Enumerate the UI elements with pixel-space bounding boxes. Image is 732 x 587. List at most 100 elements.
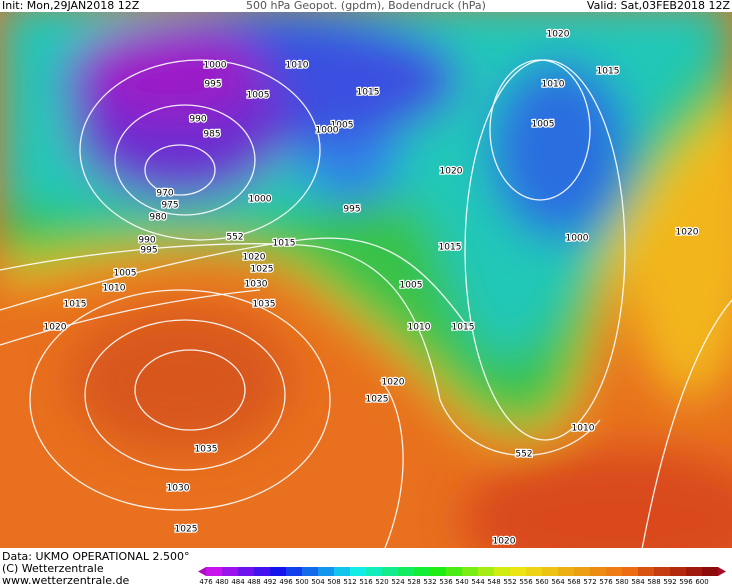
colorbar-label: 504	[311, 578, 325, 586]
colorbar-swatch	[638, 567, 655, 576]
colorbar-swatch	[670, 567, 687, 576]
colorbar-swatch	[270, 567, 287, 576]
isobar-label: 1005	[400, 281, 423, 291]
isobar-label: 975	[161, 201, 178, 211]
isobar-label: 1025	[366, 395, 389, 405]
colorbar-swatch	[702, 567, 719, 576]
colorbar-label: 576	[599, 578, 613, 586]
isobar-label: 1000	[316, 126, 339, 136]
isobar-label: 995	[204, 80, 221, 90]
colorbar-swatch	[622, 567, 639, 576]
height-label: 552	[226, 233, 243, 243]
colorbar: 476 480 484 488 492 496 500 504 508 512 516 520 524 5…	[198, 567, 726, 586]
isobar-label: 985	[203, 130, 220, 140]
colorbar-label: 496	[279, 578, 293, 586]
isobar-label: 1030	[167, 484, 190, 494]
height-label: 552	[515, 450, 532, 460]
isobar-label: 995	[343, 205, 360, 215]
isobar-label: 1005	[532, 120, 555, 130]
isobar-label: 1025	[251, 265, 274, 275]
colorbar-label: 516	[359, 578, 373, 586]
isobar-label: 1035	[195, 445, 218, 455]
isobar-label: 1010	[542, 80, 565, 90]
isobar-label: 1020	[547, 30, 570, 40]
isobar-label: 1020	[676, 228, 699, 238]
colorbar-swatch	[222, 567, 239, 576]
colorbar-label: 512	[343, 578, 356, 586]
colorbar-label: 488	[247, 578, 260, 586]
colorbar-arrow-right	[718, 567, 726, 576]
isobar-label: 1020	[440, 167, 463, 177]
valid-time: Valid: Sat,03FEB2018 12Z	[587, 0, 731, 12]
colorbar-swatch	[414, 567, 431, 576]
colorbar-label: 524	[391, 578, 405, 586]
colorbar-label: 588	[647, 578, 660, 586]
colorbar-label: 492	[263, 578, 276, 586]
isobar-label: 990	[189, 115, 206, 125]
colorbar-swatch	[302, 567, 319, 576]
colorbar-label: 544	[471, 578, 485, 586]
isobar-label: 1035	[253, 300, 276, 310]
colorbar-swatch	[654, 567, 671, 576]
colorbar-label: 528	[407, 578, 420, 586]
isobar-label: 970	[156, 189, 173, 199]
colorbar-swatch	[462, 567, 479, 576]
colorbar-label: 572	[583, 578, 596, 586]
colorbar-swatch	[494, 567, 511, 576]
isobar-label: 1030	[245, 280, 268, 290]
isobar-label: 1015	[64, 300, 87, 310]
isobars	[0, 59, 732, 548]
isobar-label: 990	[138, 236, 155, 246]
isobar-label: 980	[149, 213, 166, 223]
colorbar-label: 536	[439, 578, 453, 586]
colorbar-swatch	[206, 567, 223, 576]
copyright: (C) Wetterzentrale	[2, 562, 104, 575]
isobar-label: 1015	[597, 67, 620, 77]
colorbar-swatch	[478, 567, 495, 576]
map-title: 500 hPa Geopot. (gpdm), Bodendruck (hPa)	[246, 0, 486, 12]
colorbar-label: 592	[663, 578, 676, 586]
colorbar-label: 560	[535, 578, 548, 586]
colorbar-swatch	[366, 567, 383, 576]
colorbar-swatch	[526, 567, 543, 576]
isobar-label: 1000	[249, 195, 272, 205]
colorbar-label: 556	[519, 578, 533, 586]
colorbar-label: 584	[631, 578, 645, 586]
isobar-label: 995	[140, 246, 157, 256]
init-time: Init: Mon,29JAN2018 12Z	[2, 0, 140, 12]
colorbar-swatch	[574, 567, 591, 576]
colorbar-label: 552	[503, 578, 516, 586]
isobar-label: 1010	[572, 424, 595, 434]
isobar-label: 1015	[357, 88, 380, 98]
colorbar-swatch	[606, 567, 623, 576]
colorbar-label: 568	[567, 578, 580, 586]
colorbar-swatch	[430, 567, 447, 576]
colorbar-swatch	[382, 567, 399, 576]
isobar-label: 1000	[566, 234, 589, 244]
colorbar-label: 600	[695, 578, 708, 586]
colorbar-label: 580	[615, 578, 628, 586]
colorbar-arrow-left	[198, 567, 206, 576]
colorbar-label: 596	[679, 578, 693, 586]
colorbar-swatch	[686, 567, 703, 576]
colorbar-swatch	[446, 567, 463, 576]
colorbar-label: 476	[199, 578, 213, 586]
isobar-label: 1020	[243, 253, 266, 263]
isobar-label: 1000	[204, 61, 227, 71]
isobar-label: 1020	[382, 378, 405, 388]
isobar-label: 1005	[114, 269, 137, 279]
colorbar-swatch	[350, 567, 367, 576]
isobar-label: 1010	[408, 323, 431, 333]
isobar-label: 1010	[286, 61, 309, 71]
colorbar-swatch	[286, 567, 303, 576]
colorbar-swatch	[238, 567, 255, 576]
colorbar-label: 520	[375, 578, 388, 586]
colorbar-swatch	[318, 567, 335, 576]
data-source: Data: UKMO OPERATIONAL 2.500°	[2, 550, 189, 563]
isobar-label: 1005	[247, 91, 270, 101]
isobar-label: 1015	[273, 239, 296, 249]
isobar-label: 1005	[331, 121, 354, 131]
isobar-label: 1025	[175, 525, 198, 535]
